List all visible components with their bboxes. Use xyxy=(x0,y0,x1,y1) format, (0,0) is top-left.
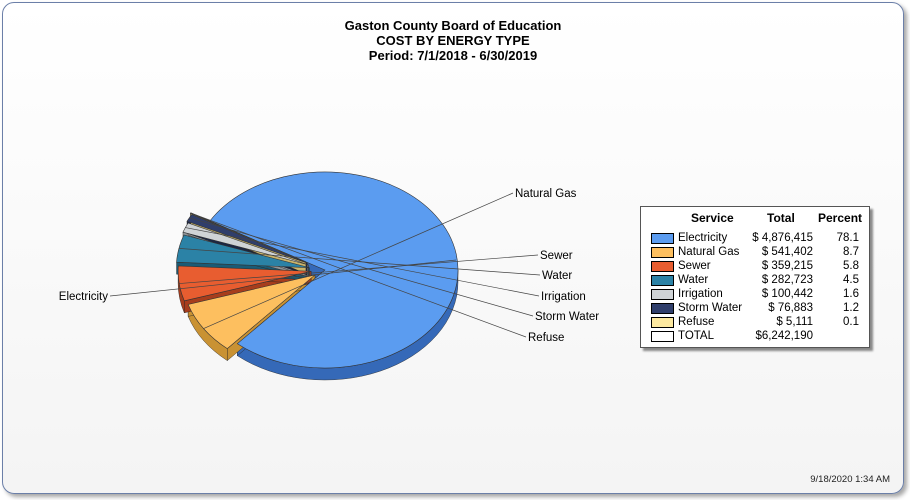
legend-swatch xyxy=(651,275,674,286)
pie-slice-electricity xyxy=(209,171,459,369)
legend-percent: 1.2 xyxy=(843,302,859,314)
legend-header-service: Service xyxy=(691,211,734,225)
legend-total: $ 541,402 xyxy=(761,246,813,258)
legend-row: Sewer $ 359,215 5.8 xyxy=(641,259,869,273)
legend-header: Service Total Percent xyxy=(641,211,869,227)
legend-row: Storm Water $ 76,883 1.2 xyxy=(641,301,869,315)
legend-total: $ 100,442 xyxy=(761,288,813,300)
leader-line-irrigation xyxy=(185,227,540,297)
legend-total: $ 5,111 xyxy=(776,316,813,328)
chart-title: Gaston County Board of Education COST BY… xyxy=(0,18,906,63)
legend-row-total: TOTAL $6,242,190 xyxy=(641,329,869,343)
legend-swatch xyxy=(651,303,674,314)
legend-total: $ 282,723 xyxy=(761,274,813,286)
slice-label-electricity: Electricity xyxy=(59,291,108,303)
legend-swatch xyxy=(651,331,674,342)
timestamp: 9/18/2020 1:34 AM xyxy=(810,474,890,485)
leader-line-sewer xyxy=(179,254,539,284)
legend-row: Electricity $ 4,876,415 78.1 xyxy=(641,231,869,245)
legend-percent: 0.1 xyxy=(843,316,859,328)
legend-swatch xyxy=(651,261,674,272)
legend-percent: 5.8 xyxy=(843,260,859,272)
pie-slice-storm-water xyxy=(186,214,308,264)
legend-percent: 1.6 xyxy=(843,288,859,300)
legend-row: Natural Gas $ 541,402 8.7 xyxy=(641,245,869,259)
legend-percent: 8.7 xyxy=(843,246,859,258)
leader-line-storm-water xyxy=(189,217,534,317)
legend-header-total: Total xyxy=(767,211,795,225)
leader-line-refuse xyxy=(190,212,527,338)
slice-label-storm-water: Storm Water xyxy=(535,311,599,323)
legend-swatch xyxy=(651,289,674,300)
legend-total: $ 4,876,415 xyxy=(752,232,813,244)
legend-service: Refuse xyxy=(678,316,715,328)
legend-percent: 4.5 xyxy=(843,274,859,286)
legend-service: Water xyxy=(678,274,709,286)
legend-service: Sewer xyxy=(678,260,711,272)
legend-total: $ 76,883 xyxy=(768,302,813,314)
legend-total: $ 359,215 xyxy=(761,260,813,272)
title-line-2: COST BY ENERGY TYPE xyxy=(376,33,530,48)
legend: Service Total Percent Electricity $ 4,876… xyxy=(640,206,870,348)
slice-label-natural-gas: Natural Gas xyxy=(515,188,577,200)
legend-total-value: $6,242,190 xyxy=(755,330,813,342)
legend-swatch xyxy=(651,247,674,258)
legend-service: Irrigation xyxy=(678,288,723,300)
legend-row: Water $ 282,723 4.5 xyxy=(641,273,869,287)
leader-line-water xyxy=(178,248,541,276)
legend-service: Natural Gas xyxy=(678,246,740,258)
title-line-1: Gaston County Board of Education xyxy=(344,18,562,33)
legend-swatch xyxy=(651,317,674,328)
legend-service: Storm Water xyxy=(678,302,743,314)
legend-total-label: TOTAL xyxy=(678,330,714,342)
legend-percent: 78.1 xyxy=(836,232,859,244)
slice-label-refuse: Refuse xyxy=(528,332,564,344)
legend-service: Electricity xyxy=(678,232,728,244)
slice-label-sewer: Sewer xyxy=(540,250,573,262)
title-line-3: Period: 7/1/2018 - 6/30/2019 xyxy=(368,48,538,63)
legend-row: Irrigation $ 100,442 1.6 xyxy=(641,287,869,301)
legend-swatch xyxy=(651,233,674,244)
slice-label-water: Water xyxy=(542,270,572,282)
legend-row: Refuse $ 5,111 0.1 xyxy=(641,315,869,329)
slice-label-irrigation: Irrigation xyxy=(541,291,586,303)
legend-header-percent: Percent xyxy=(818,211,863,225)
